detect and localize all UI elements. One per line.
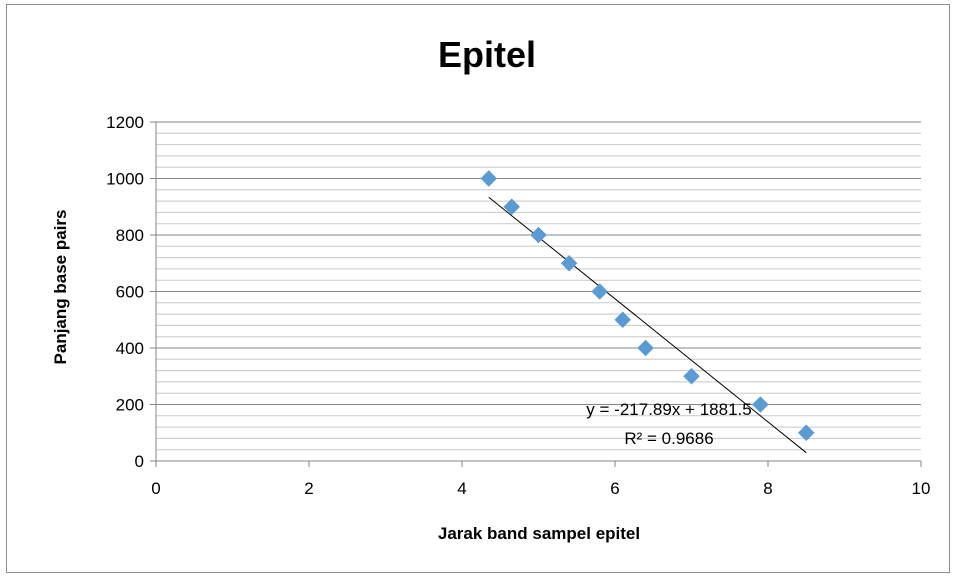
y-tick-label: 800 [116, 226, 144, 245]
data-point [560, 254, 578, 272]
data-point [751, 396, 769, 413]
y-axis-title: Panjang base pairs [51, 210, 70, 365]
data-point [591, 283, 609, 300]
x-tick-label: 2 [304, 479, 313, 498]
data-point [614, 311, 632, 329]
trendline-equation: y = -217.89x + 1881.5 [586, 400, 751, 419]
x-tick-label: 4 [457, 479, 466, 498]
data-point [683, 367, 700, 385]
chart-container: Epitel 0 2 4 6 8 10 0 200 400 600 800 1000 1200 Jara… [6, 4, 950, 573]
y-tick-label: 400 [116, 339, 144, 358]
tick-labels: 0 2 4 6 8 10 0 200 400 600 800 1000 1200 [106, 113, 930, 498]
x-tick-label: 10 [912, 479, 931, 498]
chart-title: Epitel [438, 34, 536, 75]
y-tick-label: 600 [116, 283, 144, 302]
y-tick-label: 1200 [106, 113, 144, 132]
y-tick-label: 1000 [106, 170, 144, 189]
axes [150, 121, 922, 467]
x-axis-title: Jarak band sampel epitel [438, 524, 640, 543]
data-points [480, 170, 815, 442]
data-point [797, 424, 815, 442]
x-tick-label: 8 [763, 479, 772, 498]
x-tick-label: 0 [151, 479, 160, 498]
grid-lines [156, 121, 921, 451]
data-point [480, 170, 498, 187]
trendline-r-squared: R² = 0.9686 [624, 429, 713, 448]
data-point [503, 198, 521, 216]
data-point [637, 339, 654, 357]
x-tick-label: 6 [610, 479, 619, 498]
y-tick-label: 200 [116, 396, 144, 415]
data-point [530, 226, 547, 244]
y-tick-label: 0 [135, 452, 144, 471]
scatter-chart: Epitel 0 2 4 6 8 10 0 200 400 600 800 1000 1200 Jara… [51, 34, 930, 543]
